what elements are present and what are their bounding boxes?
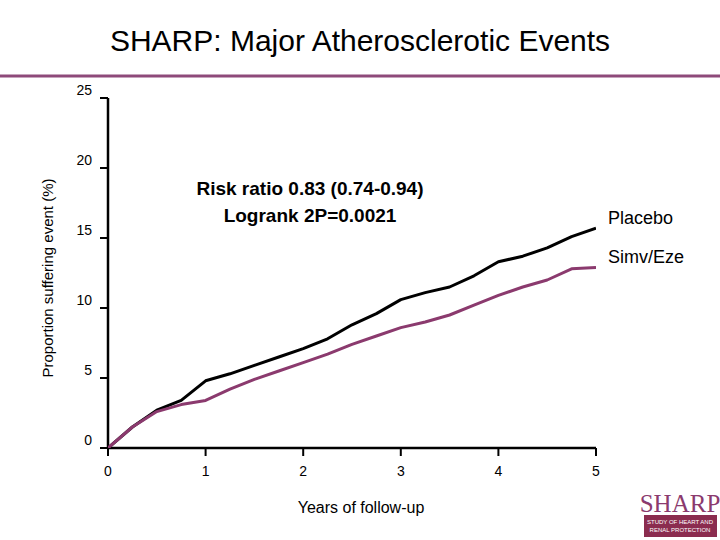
plot-area (108, 228, 596, 448)
x-tick (107, 448, 109, 456)
y-axis-label: Proportion suffering event (%) (39, 179, 56, 378)
y-axis (107, 98, 110, 448)
title-rule (0, 75, 720, 78)
y-tick-label: 10 (76, 292, 92, 308)
y-tick (100, 377, 108, 379)
chart: SHARP: Major Atherosclerotic Events05101… (0, 0, 720, 540)
logo-title: SHARP (640, 490, 720, 517)
series-line (108, 267, 596, 448)
y-tick (100, 447, 108, 449)
x-tick-label: 5 (592, 463, 600, 479)
series-line (108, 228, 596, 448)
x-tick-label: 2 (299, 463, 307, 479)
x-tick-label: 4 (495, 463, 503, 479)
y-tick (100, 97, 108, 99)
x-tick (205, 448, 207, 456)
annotation: Risk ratio 0.83 (0.74-0.94) (196, 178, 423, 199)
x-tick (302, 448, 304, 456)
y-tick-label: 5 (84, 362, 92, 378)
y-tick (100, 307, 108, 309)
x-tick (497, 448, 499, 456)
x-axis (108, 447, 596, 450)
title: SHARP: Major Atherosclerotic Events (110, 24, 610, 57)
x-tick-label: 1 (202, 463, 210, 479)
legend-label: Placebo (608, 208, 673, 228)
x-tick (595, 448, 597, 456)
annotation: Logrank 2P=0.0021 (224, 205, 397, 226)
y-tick (100, 167, 108, 169)
y-tick-label: 15 (76, 222, 92, 238)
x-tick-label: 0 (104, 463, 112, 479)
x-tick-label: 3 (397, 463, 405, 479)
y-tick-label: 20 (76, 152, 92, 168)
logo-subtitle: STUDY OF HEART AND (647, 519, 714, 525)
x-axis-label: Years of follow-up (298, 499, 425, 516)
logo-box (644, 515, 717, 537)
y-tick-label: 0 (84, 432, 92, 448)
logo: SHARP STUDY OF HEART AND RENAL PROTECTION (640, 490, 720, 537)
legend-label: Simv/Eze (608, 247, 684, 267)
x-tick (400, 448, 402, 456)
y-tick-label: 25 (76, 82, 92, 98)
y-tick (100, 237, 108, 239)
logo-subtitle: RENAL PROTECTION (650, 527, 711, 533)
